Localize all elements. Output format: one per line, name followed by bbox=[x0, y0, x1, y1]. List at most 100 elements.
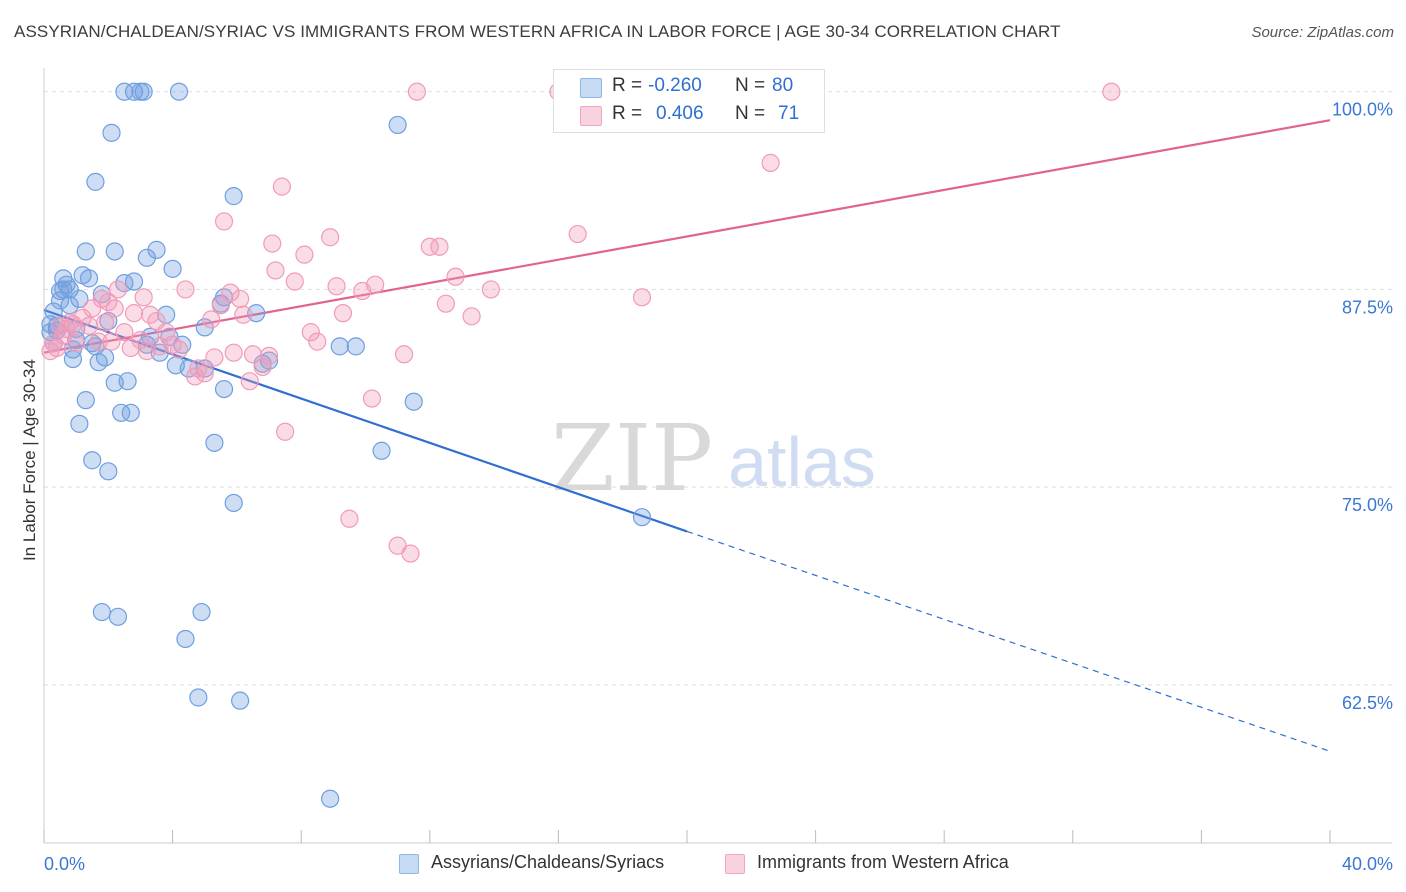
point-assyrians bbox=[86, 172, 105, 191]
point-assyrians bbox=[134, 82, 153, 101]
point-assyrians bbox=[92, 602, 111, 622]
trend-line-western-africa bbox=[43, 119, 1331, 354]
bottom-legend-label-western-africa: Immigrants from Western Africa bbox=[757, 852, 1009, 872]
point-western-africa bbox=[253, 357, 272, 377]
point-assyrians bbox=[224, 493, 243, 513]
point-assyrians bbox=[163, 259, 182, 278]
point-western-africa bbox=[63, 315, 83, 334]
point-assyrians bbox=[99, 462, 118, 481]
point-western-africa bbox=[195, 364, 214, 383]
point-western-africa bbox=[761, 153, 780, 172]
point-western-africa bbox=[234, 305, 253, 324]
x-tick-label: 40.0% bbox=[1342, 854, 1393, 874]
point-western-africa bbox=[327, 277, 346, 296]
data-points bbox=[41, 82, 1121, 808]
point-assyrians bbox=[102, 123, 121, 142]
point-assyrians bbox=[124, 82, 144, 101]
point-assyrians bbox=[79, 269, 99, 288]
point-western-africa bbox=[108, 280, 128, 299]
legend-r-value: -0.260 bbox=[648, 75, 702, 96]
point-western-africa bbox=[321, 228, 340, 247]
point-assyrians bbox=[63, 349, 83, 369]
point-assyrians bbox=[192, 602, 211, 622]
point-assyrians bbox=[83, 451, 102, 470]
point-western-africa bbox=[272, 177, 292, 196]
x-tick-label: 0.0% bbox=[44, 854, 85, 874]
point-assyrians bbox=[121, 403, 140, 422]
point-western-africa bbox=[462, 307, 481, 326]
legend-r-label: R = bbox=[612, 75, 643, 96]
point-assyrians bbox=[76, 391, 95, 410]
point-assyrians bbox=[205, 433, 224, 452]
trend-line-assyrians-extension bbox=[686, 530, 1331, 752]
point-western-africa bbox=[124, 304, 144, 323]
point-assyrians bbox=[115, 82, 134, 101]
point-western-africa bbox=[362, 389, 382, 408]
point-western-africa bbox=[266, 261, 285, 280]
bottom-legend-swatch-assyrians bbox=[399, 854, 419, 874]
point-assyrians bbox=[147, 240, 166, 259]
point-assyrians bbox=[108, 607, 128, 626]
point-western-africa bbox=[115, 323, 134, 342]
point-western-africa bbox=[436, 294, 455, 313]
point-assyrians bbox=[60, 280, 79, 299]
point-western-africa bbox=[276, 422, 295, 441]
point-western-africa bbox=[301, 323, 320, 342]
y-tick-label: 62.5% bbox=[1342, 693, 1393, 713]
point-western-africa bbox=[221, 283, 240, 302]
legend-row-assyrians: R = -0.260 N = 80 bbox=[554, 72, 824, 102]
point-western-africa bbox=[134, 288, 153, 307]
point-western-africa bbox=[295, 245, 314, 264]
y-tick-label: 75.0% bbox=[1342, 495, 1393, 515]
point-western-africa bbox=[568, 224, 587, 244]
point-assyrians bbox=[321, 789, 340, 808]
point-western-africa bbox=[205, 348, 224, 367]
legend-swatch-assyrians bbox=[580, 78, 602, 98]
point-western-africa bbox=[89, 332, 108, 351]
tick-labels: 100.0% 87.5% 75.0% 62.5% 0.0% 40.0% bbox=[44, 100, 1393, 874]
bottom-legend-label-assyrians: Assyrians/Chaldeans/Syriacs bbox=[431, 852, 665, 872]
point-assyrians bbox=[95, 348, 115, 367]
point-assyrians bbox=[214, 379, 234, 399]
legend-n-label: N = bbox=[735, 75, 766, 96]
point-assyrians bbox=[70, 414, 89, 433]
correlation-legend: R = -0.260 N = 80 R = 0.406 N = 71 bbox=[553, 69, 825, 133]
point-assyrians bbox=[118, 372, 137, 391]
watermark-zip: ZIP bbox=[551, 405, 713, 512]
point-western-africa bbox=[243, 345, 263, 364]
point-assyrians bbox=[330, 337, 349, 356]
point-assyrians bbox=[76, 242, 95, 261]
bottom-legend-swatch-western-africa bbox=[725, 854, 745, 874]
point-assyrians bbox=[231, 691, 250, 710]
point-western-africa bbox=[420, 237, 439, 256]
y-tick-label: 100.0% bbox=[1332, 100, 1393, 120]
point-western-africa bbox=[401, 544, 420, 563]
point-western-africa bbox=[1102, 82, 1121, 101]
y-axis-label: In Labor Force | Age 30-34 bbox=[20, 359, 39, 561]
legend-n-value: 71 bbox=[778, 103, 800, 124]
point-western-africa bbox=[95, 313, 115, 332]
legend-n-value: 80 bbox=[772, 75, 794, 96]
point-assyrians bbox=[176, 629, 195, 649]
watermark-atlas: atlas bbox=[728, 423, 876, 501]
y-tick-label: 87.5% bbox=[1342, 297, 1393, 317]
point-assyrians bbox=[112, 403, 131, 422]
point-western-africa bbox=[259, 346, 279, 365]
point-western-africa bbox=[176, 280, 195, 299]
point-assyrians bbox=[372, 441, 391, 460]
point-western-africa bbox=[202, 310, 221, 329]
point-assyrians bbox=[169, 82, 189, 101]
point-western-africa bbox=[632, 288, 652, 307]
point-western-africa bbox=[105, 299, 124, 318]
point-assyrians bbox=[404, 392, 423, 411]
point-western-africa bbox=[446, 267, 465, 286]
legend-swatch-western-africa bbox=[580, 106, 602, 126]
legend-r-value: 0.406 bbox=[656, 103, 704, 124]
point-assyrians bbox=[388, 115, 407, 135]
point-western-africa bbox=[308, 332, 327, 351]
point-western-africa bbox=[240, 372, 259, 391]
point-western-africa bbox=[340, 509, 359, 528]
legend-r-label: R = bbox=[612, 103, 643, 124]
point-western-africa bbox=[366, 275, 385, 294]
